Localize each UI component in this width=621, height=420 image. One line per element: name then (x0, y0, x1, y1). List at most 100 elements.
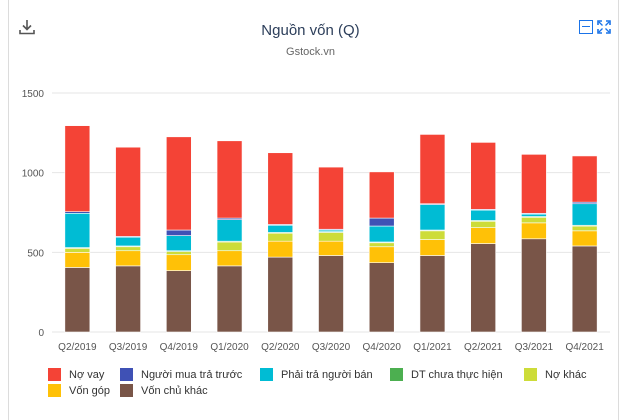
bar-segment[interactable] (470, 243, 496, 333)
bar-segment[interactable] (318, 255, 344, 333)
legend-item[interactable]: Phải trả người bán (260, 368, 373, 381)
chart-title: Nguồn vốn (Q) (261, 22, 360, 39)
bar-segment[interactable] (521, 222, 547, 240)
y-tick-label: 500 (27, 248, 44, 259)
bar-segment[interactable] (419, 239, 446, 256)
download-icon[interactable] (18, 18, 36, 36)
x-tick-label: Q2/2021 (464, 342, 503, 353)
bar-segment[interactable] (64, 267, 91, 333)
bar-segment[interactable] (64, 125, 91, 213)
x-tick-label: Q3/2021 (515, 342, 554, 353)
bar-segment[interactable] (571, 225, 598, 232)
bar-segment[interactable] (115, 236, 141, 247)
bar-segment[interactable] (419, 230, 446, 240)
bar-segment[interactable] (368, 246, 395, 263)
bar-segment[interactable] (368, 217, 395, 227)
bar-segment[interactable] (368, 171, 395, 219)
bar-segment[interactable] (166, 251, 192, 256)
bar-segment[interactable] (571, 245, 598, 333)
bar-segment[interactable] (267, 232, 294, 242)
bar-segment[interactable] (115, 265, 141, 333)
expand-icon[interactable] (597, 20, 611, 34)
bar-segment[interactable] (571, 155, 598, 203)
bar-segment[interactable] (267, 152, 294, 225)
legend-swatch (120, 368, 133, 381)
legend-label: DT chưa thực hiện (411, 368, 503, 381)
legend-item[interactable]: Nợ vay (48, 368, 104, 381)
bar-segment[interactable] (166, 136, 192, 231)
bar-segment[interactable] (470, 142, 496, 210)
bar-segment[interactable] (521, 216, 547, 224)
legend-item[interactable]: DT chưa thực hiện (390, 368, 503, 381)
bar-segment[interactable] (216, 250, 243, 267)
bar-segment[interactable] (216, 265, 243, 333)
bar-segment[interactable] (571, 230, 598, 247)
bar-segment[interactable] (419, 204, 446, 231)
minimize-icon[interactable] (579, 20, 593, 34)
legend-label: Vốn góp (69, 384, 110, 397)
bar-segment[interactable] (216, 219, 243, 242)
bar-segment[interactable] (318, 240, 344, 256)
legend-swatch (48, 368, 61, 381)
bar-segment[interactable] (419, 255, 446, 333)
legend-item[interactable]: Vốn góp (48, 384, 110, 397)
bar-segment[interactable] (267, 240, 294, 258)
x-tick-label: Q3/2019 (109, 342, 148, 353)
legend-label: Phải trả người bán (281, 368, 373, 381)
bar-segment[interactable] (166, 235, 192, 252)
legend-label: Vốn chủ khác (141, 384, 208, 397)
bar-segment[interactable] (368, 242, 395, 248)
legend-label: Nợ vay (69, 368, 105, 381)
bar-segment[interactable] (166, 270, 192, 333)
x-tick-label: Q3/2020 (312, 342, 351, 353)
legend-item[interactable]: Người mua trả trước (120, 368, 242, 381)
bar-segment[interactable] (419, 134, 446, 205)
bar-segment[interactable] (166, 254, 192, 271)
y-tick-label: 1500 (22, 89, 45, 100)
bar-segment[interactable] (115, 146, 141, 237)
x-tick-label: Q1/2020 (210, 342, 249, 353)
legend-swatch (260, 368, 273, 381)
legend-swatch (524, 368, 537, 381)
x-tick-label: Q1/2021 (413, 342, 452, 353)
bar-segment[interactable] (368, 225, 395, 243)
bar-segment[interactable] (521, 238, 547, 333)
bar-segment[interactable] (267, 256, 294, 333)
legend-swatch (390, 368, 403, 381)
bar-segment[interactable] (64, 252, 91, 268)
bar-segment[interactable] (115, 250, 141, 267)
x-tick-label: Q4/2021 (565, 342, 604, 353)
bar-segment[interactable] (166, 229, 192, 236)
legend-item[interactable]: Vốn chủ khác (120, 384, 208, 397)
y-tick-label: 1000 (22, 169, 45, 180)
legend-swatch (48, 384, 61, 397)
chart-subtitle: Gstock.vn (286, 46, 335, 58)
legend-label: Người mua trả trước (141, 368, 243, 381)
legend-label: Nợ khác (545, 368, 587, 381)
left-divider (8, 0, 9, 420)
bar-segment[interactable] (318, 232, 344, 242)
bar-segment[interactable] (267, 224, 294, 233)
bar-segment[interactable] (470, 227, 496, 244)
bar-segment[interactable] (521, 154, 547, 214)
bar-segment[interactable] (470, 220, 496, 228)
bar-segment[interactable] (571, 203, 598, 226)
x-tick-label: Q4/2020 (363, 342, 402, 353)
chart-plot: 0 500 1000 1500 Q2/2019 Q3/2019 Q4/2019 Q1/2020… (22, 89, 610, 353)
bar-segment[interactable] (216, 241, 243, 252)
bar-segment[interactable] (64, 248, 91, 253)
legend-swatch (120, 384, 133, 397)
bar-segment[interactable] (115, 246, 141, 252)
bar-segment[interactable] (64, 212, 91, 248)
legend-item[interactable]: Nợ khác (524, 368, 586, 381)
bar-segment[interactable] (470, 209, 496, 221)
bar-segment[interactable] (368, 262, 395, 333)
bar-segment[interactable] (521, 213, 547, 217)
y-tick-label: 0 (38, 328, 44, 339)
bar-segment[interactable] (318, 166, 344, 230)
x-tick-label: Q2/2019 (58, 342, 97, 353)
bar-segment[interactable] (216, 140, 243, 219)
x-tick-label: Q2/2020 (261, 342, 300, 353)
right-divider (618, 0, 619, 420)
